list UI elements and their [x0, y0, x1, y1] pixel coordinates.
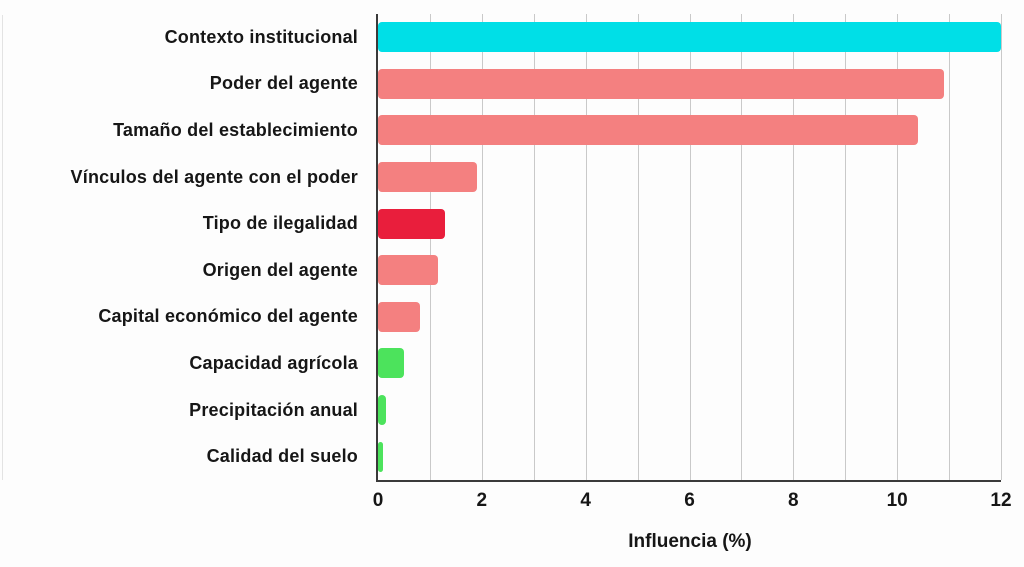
gridline-x-7: [741, 14, 743, 480]
bar-6: [378, 301, 420, 332]
bar-4: [378, 208, 446, 239]
bar-9: [378, 441, 384, 472]
category-labels-column: Contexto institucional Poder del agente Ta…: [0, 14, 367, 480]
category-label-3: Vínculos del agente con el poder: [70, 166, 358, 187]
chart-row-6: [378, 294, 1001, 341]
gridline-x-2: [481, 14, 483, 480]
gridline-x-5: [637, 14, 639, 480]
category-label-4: Tipo de ilegalidad: [202, 213, 358, 234]
bar-0: [378, 22, 1001, 53]
chart-row-1: [378, 61, 1001, 108]
gridline-x-10: [897, 14, 899, 480]
x-tick-label-10: 10: [886, 490, 908, 511]
image-edge-artifact: [2, 15, 3, 480]
category-label-1: Poder del agente: [209, 73, 358, 94]
category-label-6: Capital económico del agente: [98, 306, 358, 327]
gridline-x-3: [533, 14, 535, 480]
chart-row-2: [378, 107, 1001, 154]
bar-7: [378, 348, 404, 379]
gridline-x-12: [1001, 14, 1002, 480]
gridline-x-6: [689, 14, 691, 480]
category-label-7: Capacidad agrícola: [189, 352, 358, 373]
chart-row-3: [378, 154, 1001, 201]
x-tick-label-2: 2: [476, 490, 488, 511]
bar-8: [378, 395, 386, 426]
chart-row-8: [378, 387, 1001, 434]
plot-area: [376, 14, 1002, 482]
bar-3: [378, 162, 477, 193]
bars-layer: [378, 14, 1001, 480]
gridline-x-8: [793, 14, 795, 480]
chart-row-7: [378, 340, 1001, 387]
chart-row-9: [378, 433, 1001, 480]
x-axis: 0 2 4 6 8 10 12: [373, 484, 1012, 514]
gridline-x-9: [845, 14, 847, 480]
chart-row-5: [378, 247, 1001, 294]
chart-row-0: [378, 14, 1001, 61]
gridline-x-1: [429, 14, 431, 480]
gridline-x-11: [949, 14, 951, 480]
x-tick-label-6: 6: [684, 490, 695, 511]
bar-5: [378, 255, 438, 286]
category-label-2: Tamaño del establecimiento: [113, 119, 358, 140]
gridline-x-4: [585, 14, 587, 480]
x-tick-label-0: 0: [372, 490, 384, 511]
bar-2: [378, 115, 918, 146]
x-tick-label-12: 12: [990, 490, 1012, 511]
x-tick-label-8: 8: [788, 490, 799, 511]
category-label-0: Contexto institucional: [164, 26, 358, 47]
category-label-9: Calidad del suelo: [206, 446, 358, 467]
category-label-5: Origen del agente: [202, 259, 358, 280]
x-tick-label-4: 4: [580, 490, 591, 511]
category-label-8: Precipitación anual: [189, 399, 358, 420]
chart-row-4: [378, 200, 1001, 247]
x-axis-title: Influencia (%): [628, 531, 752, 552]
bar-1: [378, 68, 944, 99]
